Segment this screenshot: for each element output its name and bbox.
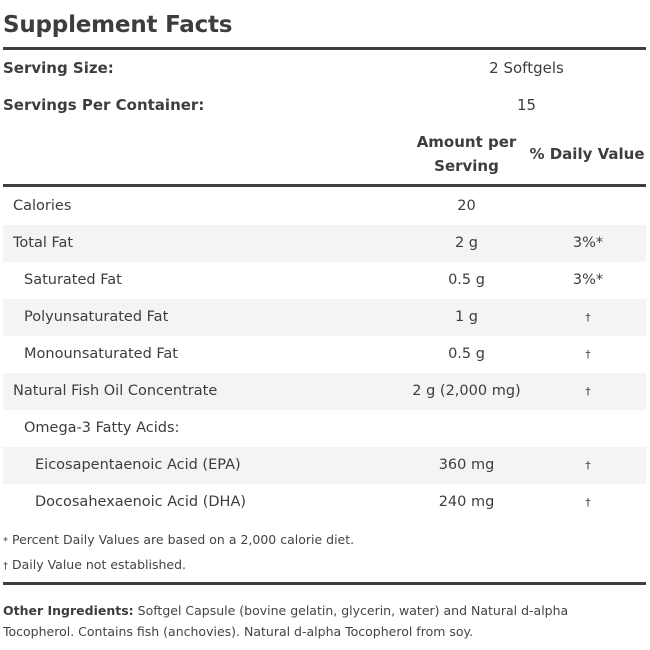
nutrient-amount: 360 mg: [438, 457, 495, 473]
nutrient-name: Polyunsaturated Fat: [24, 309, 169, 325]
other-ingredients-label: Other Ingredients:: [3, 603, 134, 618]
nutrient-row: Eicosapentaenoic Acid (EPA) 360 mg †: [3, 447, 646, 484]
nutrient-row: Natural Fish Oil Concentrate 2 g (2,000 m…: [3, 373, 646, 410]
nutrient-daily-value: †: [585, 348, 591, 361]
nutrient-amount: 240 mg: [438, 494, 495, 510]
nutrient-daily-value: †: [585, 496, 591, 509]
nutrient-name: Monounsaturated Fat: [24, 346, 178, 362]
footnote-dagger-text: Daily Value not established.: [8, 557, 186, 572]
nutrient-amount: 0.5 g: [448, 346, 485, 362]
nutrient-name: Eicosapentaenoic Acid (EPA): [35, 457, 241, 473]
nutrient-row: Saturated Fat 0.5 g 3%*: [3, 262, 646, 299]
asterisk-symbol: *: [3, 536, 8, 547]
nutrient-daily-value: †: [585, 459, 591, 472]
amount-header-line2: Serving: [434, 157, 499, 175]
nutrient-row: Polyunsaturated Fat 1 g †: [3, 299, 646, 336]
other-ingredients-text: Softgel Capsule (bovine gelatin, glyceri…: [3, 603, 569, 639]
footnote-divider: [3, 582, 646, 585]
nutrient-name: Omega-3 Fatty Acids:: [24, 420, 180, 436]
header-divider: [3, 184, 646, 187]
other-ingredients: Other Ingredients: Softgel Capsule (bovi…: [3, 601, 643, 642]
nutrient-daily-value: †: [585, 311, 591, 324]
nutrient-amount: 2 g: [454, 235, 479, 251]
nutrient-amount: 0.5 g: [448, 272, 485, 288]
nutrient-name: Natural Fish Oil Concentrate: [13, 383, 218, 399]
serving-size-value: 2 Softgels: [489, 59, 564, 77]
nutrient-daily-value: 3%*: [572, 235, 604, 251]
nutrient-row: Calories 20: [3, 188, 646, 225]
nutrient-row: Docosahexaenoic Acid (DHA) 240 mg †: [3, 484, 646, 521]
dagger-symbol: †: [3, 561, 8, 572]
footnote-percent-text: Percent Daily Values are based on a 2,00…: [8, 532, 355, 547]
nutrient-name: Docosahexaenoic Acid (DHA): [35, 494, 247, 510]
nutrient-name: Saturated Fat: [24, 272, 122, 288]
servings-per-container-value: 15: [516, 96, 537, 114]
nutrient-row: Omega-3 Fatty Acids:: [3, 410, 646, 447]
nutrient-amount: 2 g (2,000 mg): [412, 383, 521, 399]
nutrient-name: Calories: [13, 198, 72, 214]
nutrient-amount: 20: [457, 198, 476, 214]
nutrient-row: Monounsaturated Fat 0.5 g †: [3, 336, 646, 373]
footnote-percent: * Percent Daily Values are based on a 2,…: [3, 532, 354, 547]
title-divider: [3, 47, 646, 50]
panel-title: Supplement Facts: [3, 12, 233, 38]
nutrient-daily-value: 3%*: [572, 272, 604, 288]
amount-per-serving-header: Amount per Serving: [388, 130, 545, 178]
nutrient-daily-value: †: [585, 385, 591, 398]
footnote-dagger: † Daily Value not established.: [3, 557, 186, 572]
nutrient-name: Total Fat: [13, 235, 74, 251]
amount-header-line1: Amount per: [416, 133, 517, 151]
nutrient-row: Total Fat 2 g 3%*: [3, 225, 646, 262]
nutrient-amount: 1 g: [454, 309, 479, 325]
serving-size-label: Serving Size:: [3, 59, 114, 77]
daily-value-header: % Daily Value: [529, 145, 645, 163]
servings-per-container-label: Servings Per Container:: [3, 96, 205, 114]
